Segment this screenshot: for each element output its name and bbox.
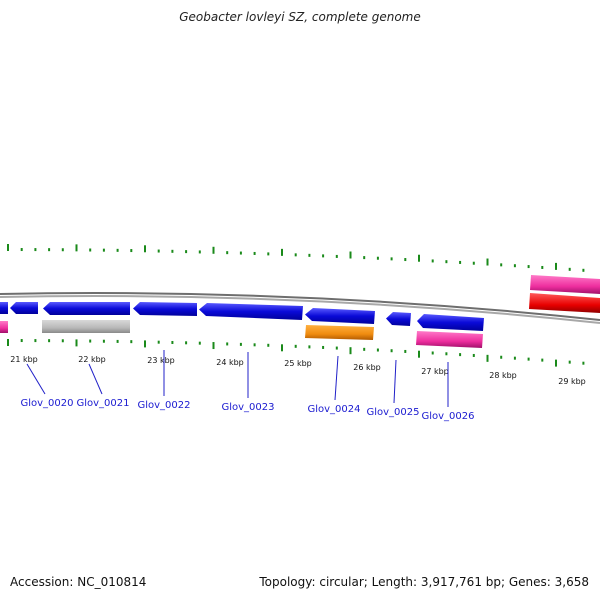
gene-feature-glov-0024 xyxy=(305,308,375,324)
scale-label: 28 kbp xyxy=(489,371,517,380)
leader-line xyxy=(334,355,339,401)
gene-label-glov-0022[interactable]: Glov_0022 xyxy=(137,400,190,411)
gene-feature-glov-0022 xyxy=(133,302,197,316)
upper-tick-track xyxy=(7,244,585,272)
scale-label: 23 kbp xyxy=(147,356,175,365)
gene-label-leaders xyxy=(26,350,449,407)
gene-feature-glov-0020 xyxy=(10,302,38,314)
gene-feature-gray xyxy=(42,320,130,333)
gene-label-glov-0025[interactable]: Glov_0025 xyxy=(366,407,419,418)
leader-line xyxy=(393,359,397,404)
gene-feature-pink xyxy=(416,331,483,348)
gene-feature-glov-0025 xyxy=(386,312,411,326)
gene-label-glov-0021[interactable]: Glov_0021 xyxy=(76,398,129,409)
gene-label-glov-0020[interactable]: Glov_0020 xyxy=(20,398,73,409)
genome-summary-text: Topology: circular; Length: 3,917,761 bp… xyxy=(259,575,589,589)
gene-feature-orange xyxy=(305,325,374,340)
gene-feature-red-right xyxy=(529,293,600,313)
gene-label-glov-0023[interactable]: Glov_0023 xyxy=(221,402,274,413)
gene-feature-glov-0023 xyxy=(199,303,303,320)
genome-backbone-outer xyxy=(0,292,600,321)
leader-line xyxy=(26,363,46,395)
scale-label: 27 kbp xyxy=(421,367,449,376)
scale-label: 25 kbp xyxy=(284,359,312,368)
leader-line xyxy=(88,363,103,395)
map-title: Geobacter lovleyi SZ, complete genome xyxy=(179,10,421,24)
gene-feature-glov-0026 xyxy=(417,314,484,331)
accession-text: Accession: NC_010814 xyxy=(10,575,147,589)
gene-feature-pink-left-edge xyxy=(0,321,8,333)
gene-feature-forward-left-edge xyxy=(0,302,8,314)
gene-labels: Glov_0020 Glov_0021 Glov_0022 Glov_0023 … xyxy=(20,398,474,422)
scale-label: 29 kbp xyxy=(558,377,586,386)
genome-backbone-inner xyxy=(0,295,600,324)
scale-labels: 21 kbp 22 kbp 23 kbp 24 kbp 25 kbp 26 kb… xyxy=(10,355,586,386)
scale-label: 26 kbp xyxy=(353,363,381,372)
gene-label-glov-0024[interactable]: Glov_0024 xyxy=(307,404,360,415)
scale-tick-track xyxy=(7,339,585,367)
gene-feature-glov-0021 xyxy=(43,302,130,315)
gene-feature-pink-right xyxy=(530,275,600,294)
scale-label: 24 kbp xyxy=(216,358,244,367)
scale-label: 21 kbp xyxy=(10,355,38,364)
gene-label-glov-0026[interactable]: Glov_0026 xyxy=(421,411,474,422)
scale-label: 22 kbp xyxy=(78,355,106,364)
